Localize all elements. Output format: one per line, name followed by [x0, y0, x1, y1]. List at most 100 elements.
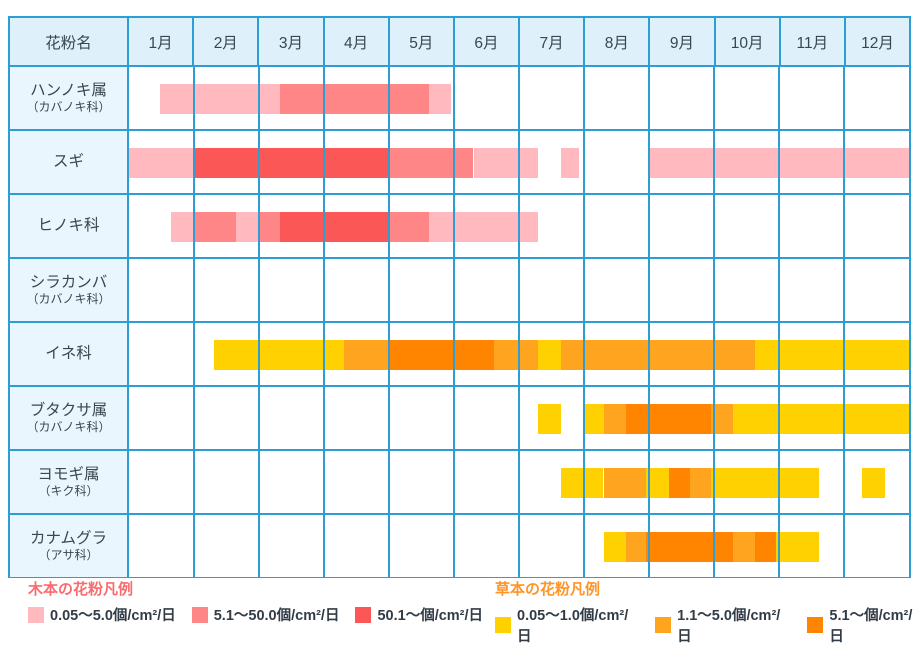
row-label-cell: スギ: [10, 131, 129, 193]
tree-legend-items: 0.05～5.0個/cm²/日 5.1～50.0個/cm²/日 50.1～個/cm²…: [28, 604, 483, 625]
pollen-name-label: ハンノキ属: [30, 81, 107, 99]
month-grid-area: [129, 515, 909, 577]
grid-line: [842, 323, 845, 385]
row-label-cell: イネ科: [10, 323, 129, 385]
pollen-bar-segment: [388, 340, 495, 370]
grid-line: [387, 259, 390, 321]
pollen-name-label: イネ科: [45, 345, 92, 363]
grid-line: [842, 131, 845, 193]
pollen-bar-segment: [689, 468, 712, 498]
grid-line: [518, 195, 520, 257]
grid-line: [778, 451, 780, 513]
grid-line: [582, 323, 585, 385]
pollen-bar-segment: [754, 340, 909, 370]
table-row: ハンノキ属 （カバノキ科）: [10, 65, 909, 129]
pollen-family-label: （カバノキ科）: [26, 292, 111, 307]
table-header-row: 花粉名 1月 2月 3月 4月 5月 6月 7月 8月 9月 10月 11月 12月: [10, 18, 910, 65]
grid-line: [778, 131, 780, 193]
grid-line: [323, 451, 325, 513]
grid-line: [192, 259, 195, 321]
grid-line: [192, 387, 195, 449]
grid-line: [842, 387, 845, 449]
pollen-bar-segment: [193, 148, 389, 178]
grid-line: [582, 451, 585, 513]
pollen-bar-segment: [625, 532, 647, 562]
month-header-5: 5月: [389, 18, 455, 65]
pollen-bar-segment: [603, 468, 647, 498]
pollen-bar-segment: [711, 404, 733, 434]
grid-line: [453, 387, 455, 449]
pollen-name-label: ヒノキ科: [37, 217, 100, 235]
grid-line: [778, 515, 780, 577]
pollen-bar-segment: [775, 532, 820, 562]
grid-line: [778, 259, 780, 321]
grid-line: [518, 451, 520, 513]
pollen-name-label: ヨモギ属: [37, 465, 100, 483]
grid-line: [257, 67, 260, 129]
legend-item-label: 50.1～個/cm²/日: [377, 608, 484, 624]
pollen-bar-segment: [473, 148, 538, 178]
row-label-cell: ヒノキ科: [10, 195, 129, 257]
grid-line: [778, 67, 780, 129]
grid-line: [323, 515, 325, 577]
pollen-bar-segment: [732, 404, 909, 434]
pollen-bar-segment: [160, 84, 281, 114]
grid-line: [842, 515, 845, 577]
grid-line: [778, 323, 780, 385]
pollen-bar-segment: [669, 468, 690, 498]
tree-high-swatch: [355, 606, 372, 623]
month-grid-area: [129, 195, 909, 257]
table-row: スギ: [10, 129, 909, 193]
table-row: ヨモギ属 （キク科）: [10, 449, 909, 513]
pollen-family-label: （キク科）: [38, 484, 99, 499]
grid-line: [518, 515, 520, 577]
legend-item-label: 1.1～5.0個/cm²/日: [677, 608, 781, 645]
grid-line: [647, 387, 650, 449]
month-header-6: 6月: [454, 18, 521, 65]
grid-line: [647, 515, 650, 577]
legend-item-grass-low: 0.05～1.0個/cm²/日: [495, 604, 639, 646]
legend-item-grass-mid: 1.1～5.0個/cm²/日: [655, 604, 791, 646]
grid-line: [387, 195, 390, 257]
month-grid-area: [129, 131, 909, 193]
grid-line: [713, 131, 715, 193]
row-label-cell: ハンノキ属 （カバノキ科）: [10, 67, 129, 129]
pollen-bar-segment: [603, 404, 626, 434]
legend-item-label: 0.05～5.0個/cm²/日: [50, 608, 176, 624]
grid-line: [582, 131, 585, 193]
grid-line: [713, 451, 715, 513]
grid-line: [453, 323, 455, 385]
month-header-3: 3月: [259, 18, 325, 65]
grass-high-swatch: [807, 617, 824, 633]
pollen-name-label: シラカンバ: [29, 273, 108, 291]
pollen-bar-segment: [625, 404, 712, 434]
grid-line: [257, 195, 260, 257]
grid-line: [647, 323, 650, 385]
pollen-bar-segment: [494, 340, 538, 370]
legend-item-label: 5.1～個/cm²/日: [829, 608, 913, 645]
pollen-bar-segment: [537, 404, 561, 434]
grid-line: [387, 323, 390, 385]
grid-line: [323, 259, 325, 321]
grid-line: [387, 451, 390, 513]
pollen-family-label: （アサ科）: [38, 548, 99, 563]
grid-line: [518, 131, 520, 193]
grid-line: [713, 323, 715, 385]
grid-line: [192, 451, 195, 513]
grid-line: [387, 515, 390, 577]
table-row: ブタクサ属 （カバノキ科）: [10, 385, 909, 449]
pollen-bar-segment: [170, 212, 194, 242]
pollen-bar-segment: [258, 212, 281, 242]
pollen-bar-segment: [429, 212, 538, 242]
pollen-family-label: （カバノキ科）: [26, 420, 111, 435]
grass-pollen-legend: 草本の花粉凡例 0.05～1.0個/cm²/日 1.1～5.0個/cm²/日 5.1…: [495, 581, 924, 646]
grid-line: [257, 131, 260, 193]
pollen-bar-segment: [711, 468, 820, 498]
grid-line: [387, 67, 390, 129]
grid-line: [192, 67, 195, 129]
pollen-bar-segment: [862, 468, 885, 498]
pollen-bar-segment: [429, 84, 452, 114]
pollen-bar-segment: [213, 340, 345, 370]
grid-line: [257, 323, 260, 385]
grass-legend-items: 0.05～1.0個/cm²/日 1.1～5.0個/cm²/日 5.1～個/cm²/日: [495, 604, 924, 646]
